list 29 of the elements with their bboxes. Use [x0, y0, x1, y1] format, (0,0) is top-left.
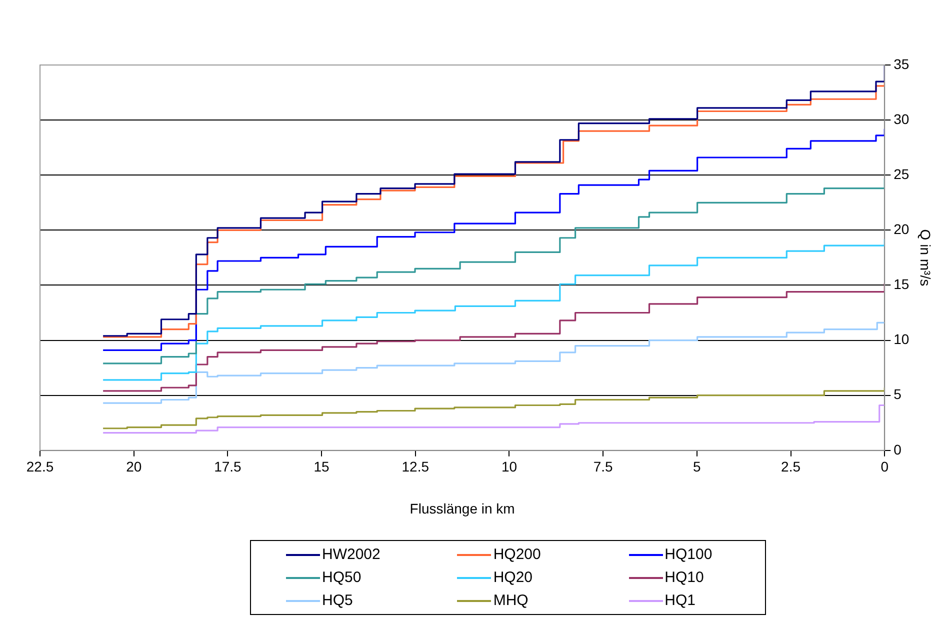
x-axis-title: Flusslänge in km: [410, 500, 515, 516]
y-axis-title: Q in m³/s: [918, 229, 934, 286]
y-tick-label: 10: [894, 331, 910, 348]
legend-label: HQ100: [664, 546, 712, 563]
legend-label: MHQ: [493, 592, 528, 609]
legend-label: HQ10: [664, 569, 704, 586]
x-tick-label: 2.5: [781, 458, 801, 475]
x-tick-label: 12.5: [402, 458, 430, 475]
y-tick-label: 25: [894, 166, 910, 182]
x-tick-label: 0: [880, 458, 889, 475]
legend-label: HQ20: [493, 569, 533, 586]
y-tick-label: 15: [894, 276, 910, 292]
x-tick-label: 15: [314, 458, 330, 475]
x-tick-label: 5: [693, 458, 702, 475]
legend-label: HQ50: [322, 569, 362, 586]
x-tick-label: 20: [126, 458, 142, 475]
y-tick-label: 0: [894, 441, 902, 458]
legend-label: HQ200: [493, 546, 541, 563]
x-tick-label: 17.5: [214, 458, 242, 475]
x-tick-label: 22.5: [26, 458, 54, 475]
legend-label: HW2002: [322, 546, 380, 563]
y-tick-label: 30: [894, 110, 910, 127]
x-tick-label: 10: [501, 458, 518, 475]
y-tick-label: 5: [894, 386, 902, 402]
x-tick-label: 7.5: [593, 458, 614, 475]
legend-label: HQ1: [664, 592, 696, 609]
y-tick-label: 35: [894, 56, 910, 72]
legend-label: HQ5: [322, 592, 353, 609]
y-tick-label: 20: [894, 221, 910, 238]
